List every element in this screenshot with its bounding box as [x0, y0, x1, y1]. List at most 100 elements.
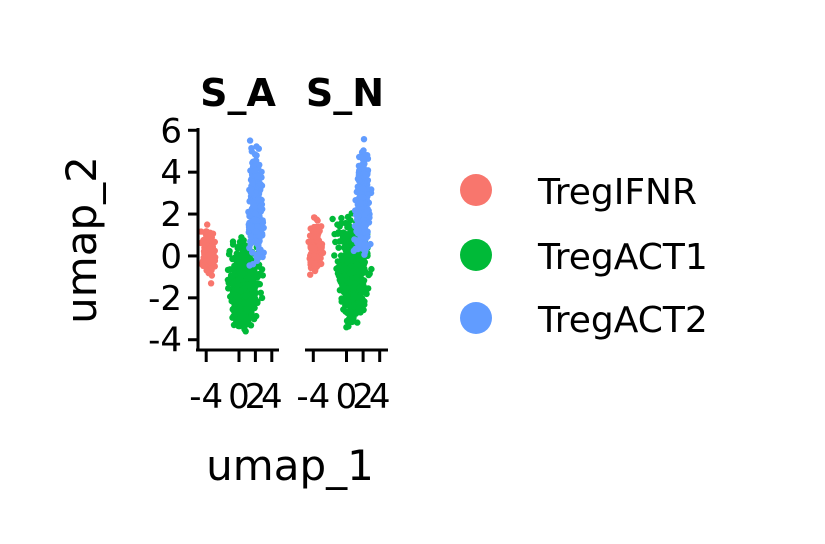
point-tregact1 — [229, 306, 236, 313]
point-tregact1 — [342, 285, 350, 292]
y-tick-label: -2 — [148, 279, 182, 319]
point-tregact2 — [366, 214, 373, 221]
point-tregact2 — [360, 136, 368, 143]
y-tick-label: -4 — [148, 321, 182, 361]
panel-title-s-n: S_N — [306, 71, 384, 115]
point-tregact1 — [226, 247, 233, 255]
point-tregact1 — [335, 244, 342, 251]
point-tregact1 — [236, 268, 243, 275]
point-tregact2 — [246, 137, 254, 144]
point-tregact2 — [247, 238, 254, 245]
x-tick-label: 4 — [369, 377, 391, 417]
point-tregact1 — [345, 323, 352, 330]
x-ticks-s-n: -4 024 — [296, 350, 391, 417]
point-tregact1 — [347, 309, 354, 316]
point-tregact1 — [240, 300, 248, 307]
point-tregact1 — [350, 268, 357, 276]
point-tregact1 — [331, 252, 338, 259]
point-tregact1 — [224, 276, 232, 284]
point-tregact1 — [329, 215, 336, 223]
point-tregifnr — [204, 221, 211, 228]
point-tregact2 — [252, 228, 259, 235]
point-tregifnr — [211, 238, 218, 246]
point-tregact2 — [362, 171, 369, 179]
panel-s-n: S_N -4 024 — [296, 71, 390, 417]
point-tregact2 — [251, 216, 258, 224]
point-tregact2 — [254, 223, 261, 230]
point-tregact1 — [252, 298, 260, 305]
y-tick-label: 0 — [160, 237, 182, 277]
x-tick-label: 0 — [228, 377, 250, 417]
point-tregact2 — [247, 233, 254, 240]
point-tregact2 — [364, 155, 372, 162]
point-tregact1 — [224, 266, 232, 274]
point-tregact2 — [355, 177, 363, 185]
point-tregact2 — [249, 224, 256, 231]
point-tregact1 — [259, 272, 266, 279]
point-tregact1 — [337, 276, 345, 283]
panel-title-s-a: S_A — [200, 71, 276, 115]
point-tregifnr — [207, 231, 214, 238]
point-tregact1 — [230, 279, 237, 286]
point-tregact2 — [361, 211, 368, 218]
point-tregact2 — [255, 145, 262, 152]
point-tregact2 — [257, 181, 265, 188]
point-tregact1 — [239, 312, 247, 319]
point-tregact1 — [235, 297, 242, 304]
point-tregact1 — [343, 265, 350, 272]
point-tregifnr — [202, 228, 210, 235]
point-tregact1 — [225, 285, 232, 292]
x-tick-label: -4 — [189, 377, 223, 417]
point-tregact1 — [227, 293, 234, 300]
x-ticks-s-a: -4 024 — [189, 350, 283, 417]
point-tregact1 — [349, 253, 356, 260]
point-tregact1 — [344, 257, 351, 264]
point-tregact2 — [258, 168, 265, 176]
point-tregact1 — [229, 314, 236, 321]
point-tregact1 — [231, 262, 238, 270]
point-tregact2 — [357, 234, 364, 242]
legend-swatch-tregact1 — [460, 239, 492, 271]
point-tregact1 — [258, 294, 266, 302]
point-tregact1 — [233, 285, 241, 293]
point-tregact2 — [252, 167, 259, 174]
point-tregact2 — [253, 253, 260, 260]
point-tregact1 — [331, 230, 338, 238]
point-tregact1 — [249, 277, 256, 284]
point-tregact2 — [248, 145, 255, 152]
legend-swatch-tregifnr — [460, 174, 492, 206]
point-tregact2 — [359, 185, 367, 192]
point-tregact2 — [256, 161, 263, 169]
point-tregact1 — [240, 321, 248, 328]
point-tregact2 — [351, 207, 359, 214]
point-tregact1 — [335, 267, 342, 275]
point-tregifnr — [308, 244, 315, 251]
panel-s-n-points — [305, 136, 375, 331]
x-tick-label: 0 — [336, 377, 358, 417]
point-tregifnr — [206, 245, 214, 252]
point-tregact1 — [339, 238, 347, 245]
point-tregact1 — [338, 256, 346, 263]
point-tregact1 — [233, 255, 241, 262]
point-tregifnr — [315, 237, 323, 245]
point-tregact1 — [236, 238, 244, 246]
point-tregact2 — [360, 151, 368, 158]
point-tregact1 — [243, 305, 250, 313]
point-tregifnr — [318, 260, 325, 267]
point-tregact1 — [350, 292, 357, 299]
point-tregact2 — [247, 185, 255, 193]
point-tregact2 — [255, 246, 263, 253]
point-tregact1 — [353, 261, 361, 268]
point-tregact2 — [355, 212, 362, 219]
legend-swatch-tregact2 — [460, 302, 492, 334]
point-tregact1 — [343, 243, 350, 250]
point-tregact1 — [361, 266, 368, 274]
point-tregifnr — [201, 247, 208, 254]
point-tregifnr — [311, 267, 319, 275]
point-tregact1 — [352, 310, 359, 317]
point-tregact1 — [240, 252, 247, 259]
point-tregact1 — [350, 284, 357, 291]
point-tregact1 — [338, 214, 345, 222]
